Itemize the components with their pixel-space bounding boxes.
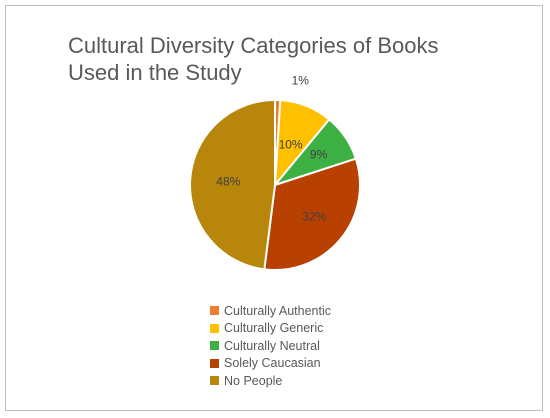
- legend-swatch-3: [210, 358, 219, 368]
- legend-label-4: No People: [224, 373, 283, 388]
- legend-swatch-0: [210, 306, 219, 316]
- legend-label-0: Culturally Authentic: [224, 303, 332, 318]
- legend-item-4: No People: [210, 372, 331, 390]
- pie-slice-3: [263, 157, 361, 271]
- slice-label-4: 48%: [216, 174, 240, 188]
- legend-swatch-1: [210, 323, 219, 333]
- legend-label-1: Culturally Generic: [224, 321, 324, 336]
- legend-label-3: Solely Caucasian: [224, 356, 321, 371]
- legend-item-0: Culturally Authentic: [210, 302, 331, 320]
- legend-item-3: Solely Caucasian: [210, 355, 331, 373]
- legend-swatch-4: [210, 376, 219, 386]
- legend-swatch-2: [210, 341, 219, 351]
- slice-label-2: 9%: [310, 148, 328, 162]
- slice-label-1: 10%: [279, 138, 303, 152]
- slice-label-0: 1%: [292, 74, 310, 88]
- legend-item-2: Culturally Neutral: [210, 337, 331, 355]
- legend: Culturally Authentic Culturally Generic Cu…: [210, 302, 331, 390]
- legend-item-1: Culturally Generic: [210, 320, 331, 338]
- chart-title: Cultural Diversity Categories of Books U…: [68, 33, 439, 85]
- legend-label-2: Culturally Neutral: [224, 338, 320, 353]
- pie-slice-4: [189, 98, 276, 271]
- slice-label-3: 32%: [302, 210, 326, 224]
